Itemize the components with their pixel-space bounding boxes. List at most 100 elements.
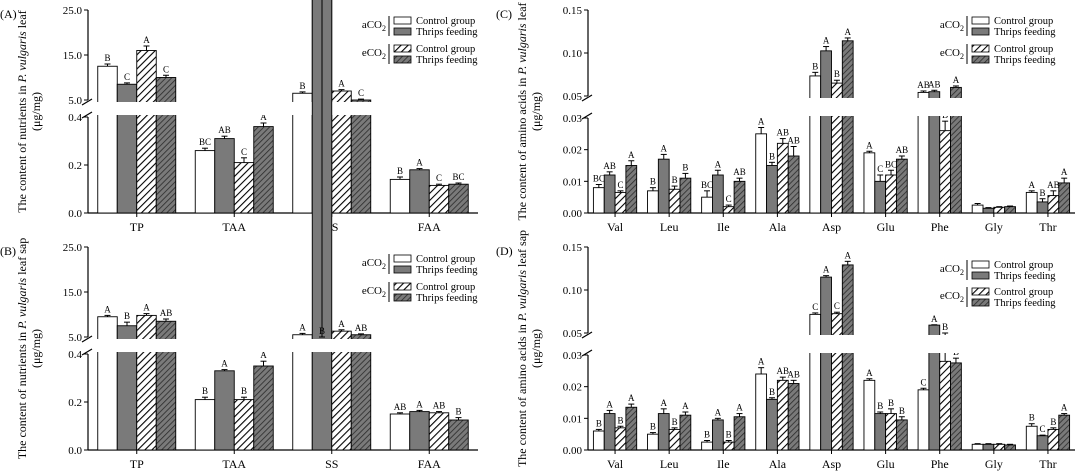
significance-letter: A xyxy=(416,399,423,409)
legend-label: Control group xyxy=(994,260,1053,271)
significance-letter: BC xyxy=(593,174,605,184)
significance-letter: AB xyxy=(160,308,173,318)
significance-letter: A xyxy=(143,35,150,45)
bar xyxy=(626,407,637,450)
legend-group-name: eCO xyxy=(940,47,960,59)
y-axis-title-part: leaf xyxy=(515,2,529,23)
significance-letter: AB xyxy=(218,125,231,135)
legend-label: Control group xyxy=(994,287,1053,298)
legend-group-subscript: 2 xyxy=(960,24,964,33)
legend-swatch xyxy=(394,28,411,35)
significance-letter: A xyxy=(682,401,689,411)
y-axis-title-units: (μg/mg) xyxy=(29,329,43,368)
bar xyxy=(351,335,371,450)
bar xyxy=(669,429,680,450)
significance-letter: C xyxy=(124,72,130,82)
bar xyxy=(680,415,691,450)
x-tick-label: Phe xyxy=(931,457,949,471)
bar xyxy=(449,184,469,213)
bar xyxy=(734,417,745,450)
legend: aCO2Control groupThrips feedingeCO2Contr… xyxy=(362,16,478,66)
y-axis-title-part: leaf xyxy=(15,10,29,31)
x-tick-label: Leu xyxy=(660,457,679,471)
legend-label: Control group xyxy=(416,16,475,27)
significance-letter: A xyxy=(628,150,635,160)
bar xyxy=(821,277,832,450)
x-tick-label: Thr xyxy=(1039,220,1056,234)
significance-letter: B xyxy=(682,162,688,172)
y-axis-title-part: The content of amino acids in xyxy=(515,75,529,221)
y-tick-label: 0.4 xyxy=(68,112,82,124)
legend-label: Control group xyxy=(994,44,1053,55)
x-tick-label: SS xyxy=(325,457,338,471)
legend-group-label: aCO2 xyxy=(940,263,964,277)
y-tick-label: 0.02 xyxy=(563,382,582,394)
significance-letter: C xyxy=(726,194,732,204)
y-tick-label: 0.00 xyxy=(563,208,583,220)
y-tick-label: 0.10 xyxy=(563,285,583,297)
x-tick-label: Ala xyxy=(769,457,787,471)
significance-letter: BC xyxy=(452,172,464,182)
y-axis-title-part: leaf sap xyxy=(515,230,529,270)
significance-letter: B xyxy=(834,69,840,79)
legend-group-label: eCO2 xyxy=(940,47,964,61)
y-axis-title: The content of amino acids in P. vulgari… xyxy=(515,230,529,467)
y-axis-title: The content of amino acids in P. vulgari… xyxy=(515,2,529,220)
y-axis-title-units: (μg/mg) xyxy=(529,329,543,368)
bar xyxy=(951,363,962,450)
y-tick-label: 25.0 xyxy=(63,242,83,254)
legend-label: Thrips feeding xyxy=(994,271,1056,282)
legend-group-subscript: 2 xyxy=(382,24,386,33)
bar xyxy=(648,191,659,213)
x-tick-label: Gly xyxy=(985,220,1003,234)
x-tick-label: Val xyxy=(607,457,624,471)
significance-letter: A xyxy=(221,359,228,369)
legend-label: Thrips feeding xyxy=(994,55,1056,66)
bar xyxy=(972,444,983,450)
x-tick-label: Asp xyxy=(822,457,841,471)
y-tick-label: 0.0 xyxy=(68,208,82,220)
significance-letter: B xyxy=(726,430,732,440)
legend-group-label: aCO2 xyxy=(362,19,386,33)
significance-letter: B xyxy=(877,401,883,411)
significance-letter: B xyxy=(124,311,130,321)
y-axis-title: The content of nutrients in P. vulgaris … xyxy=(15,238,29,459)
significance-letter: A xyxy=(299,322,306,332)
legend-swatch xyxy=(394,45,411,52)
bar xyxy=(593,188,604,213)
significance-letter: A xyxy=(104,304,111,314)
bar xyxy=(788,384,799,451)
legend-label: Thrips feeding xyxy=(994,27,1056,38)
y-tick-label: 0.01 xyxy=(563,176,582,188)
panel-label: (C) xyxy=(496,7,512,21)
legend-group-name: aCO xyxy=(362,257,382,269)
significance-letter: A xyxy=(866,368,873,378)
y-tick-label: 15.0 xyxy=(63,287,83,299)
significance-letter: AB xyxy=(433,401,446,411)
bar xyxy=(680,178,691,213)
legend-group-name: eCO xyxy=(362,285,382,297)
x-tick-label: FAA xyxy=(418,457,441,471)
bar xyxy=(1059,183,1070,213)
significance-letter: B xyxy=(319,326,325,336)
significance-letter: C xyxy=(834,301,840,311)
legend-swatch xyxy=(972,56,989,63)
legend-group-label: eCO2 xyxy=(940,290,964,304)
legend-group-label: eCO2 xyxy=(362,285,386,299)
y-tick-label: 0.15 xyxy=(563,242,583,254)
significance-letter: B xyxy=(704,430,710,440)
legend-group-label: aCO2 xyxy=(362,257,386,271)
significance-letter: C xyxy=(877,164,883,174)
bar xyxy=(615,192,626,213)
legend-label: Control group xyxy=(416,282,475,293)
x-tick-label: Gly xyxy=(985,457,1003,471)
bar xyxy=(410,412,430,450)
bar xyxy=(1026,426,1037,450)
significance-letter: A xyxy=(823,265,830,275)
legend-swatch xyxy=(394,266,411,273)
significance-letter: A xyxy=(931,314,938,324)
bar xyxy=(832,314,843,450)
x-tick-label: Ile xyxy=(717,457,730,471)
y-axis-title-units: (μg/mg) xyxy=(29,92,43,131)
significance-letter: A xyxy=(338,319,345,329)
